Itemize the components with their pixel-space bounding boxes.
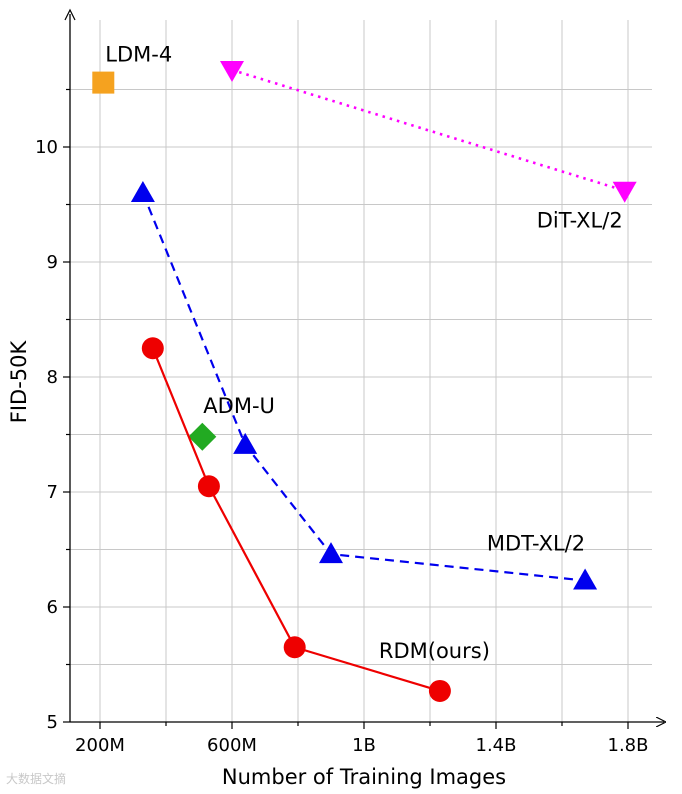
mdt-xl-2-marker xyxy=(130,181,155,202)
y-tick-label: 5 xyxy=(47,712,58,733)
mdt-xl-2-label: MDT-XL/2 xyxy=(487,532,585,556)
y-tick-label: 10 xyxy=(35,137,58,158)
x-tick-label: 1B xyxy=(352,735,376,756)
adm-u-marker xyxy=(188,422,217,451)
x-tick-label: 200M xyxy=(75,735,125,756)
dit-xl-2-line xyxy=(231,68,626,192)
ldm-4-label: LDM-4 xyxy=(105,43,172,67)
y-tick-label: 7 xyxy=(47,482,58,503)
y-tick-label: 8 xyxy=(47,367,58,388)
ldm-4-marker xyxy=(92,71,115,94)
rdm-ours-marker xyxy=(197,475,220,498)
rdm-ours-marker xyxy=(428,679,451,702)
rdm-ours-line xyxy=(151,347,441,693)
mdt-xl-2-marker xyxy=(319,542,343,564)
watermark-text: 大数据文摘 xyxy=(6,772,67,786)
mdt-xl-2-line xyxy=(141,192,586,582)
y-axis-arrowhead xyxy=(64,8,76,21)
mdt-xl-2-marker xyxy=(233,432,258,454)
x-tick-label: 1.4B xyxy=(476,735,517,756)
mdt-xl-2-marker xyxy=(573,568,598,590)
series-labels: LDM-4 DiT-XL/2 MDT-XL/2 ADM-U RDM(ours) xyxy=(105,43,622,663)
rdm-ours-label: RDM(ours) xyxy=(379,639,490,663)
series xyxy=(92,60,637,702)
x-tick-label: 1.8B xyxy=(608,735,649,756)
grid-lines xyxy=(70,20,652,723)
dit-xl-2-marker xyxy=(612,181,637,203)
rdm-ours-marker xyxy=(141,337,164,360)
dit-xl-2-marker xyxy=(220,60,244,82)
y-tick-label: 9 xyxy=(47,252,58,273)
y-axis-title: FID-50K xyxy=(7,340,31,424)
adm-u-label: ADM-U xyxy=(203,394,275,418)
rdm-ours-marker xyxy=(283,636,306,659)
y-tick-label: 6 xyxy=(47,597,58,618)
dit-xl-2-label: DiT-XL/2 xyxy=(537,209,623,233)
axes xyxy=(64,8,664,722)
x-tick-label: 600M xyxy=(207,735,257,756)
axis-ticks: 200M 600M 1B 1.4B 1.8B 5 6 7 8 9 10 xyxy=(35,88,649,756)
x-axis-title: Number of Training Images xyxy=(222,765,506,789)
